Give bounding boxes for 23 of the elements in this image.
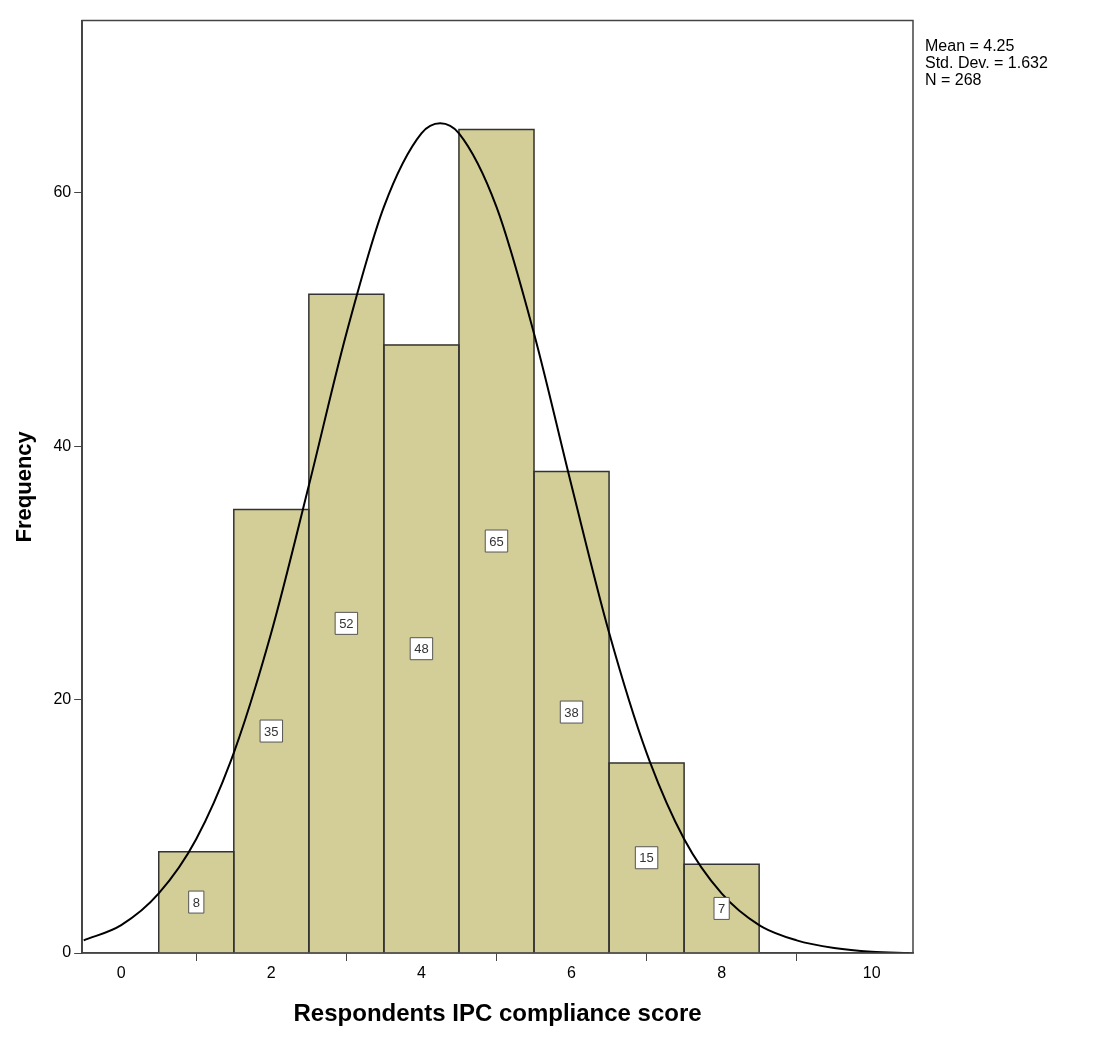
data-label: 35 — [264, 723, 279, 739]
y-tick-label: 20 — [53, 690, 72, 708]
x-tick-label: 8 — [717, 964, 727, 982]
x-tick-label: 10 — [862, 964, 881, 982]
data-label: 48 — [414, 641, 429, 657]
text: Mean = 4.25 — [925, 37, 1015, 55]
x-tick-label: 6 — [567, 964, 577, 982]
data-label: 15 — [639, 850, 654, 866]
y-tick-label: 0 — [62, 943, 72, 961]
data-label: 38 — [564, 704, 579, 720]
data-label: 65 — [489, 533, 504, 549]
data-label: 8 — [192, 894, 200, 910]
y-tick-label: 40 — [53, 436, 72, 454]
x-tick-label: 4 — [416, 964, 426, 982]
text: N = 268 — [925, 71, 982, 89]
data-label: 7 — [718, 900, 726, 916]
x-axis-title: Respondents IPC compliance score — [293, 999, 702, 1027]
text: Std. Dev. = 1.632 — [925, 54, 1048, 72]
y-axis-title: Frequency — [11, 430, 37, 543]
data-label: 52 — [339, 615, 354, 631]
x-tick-label: 0 — [116, 964, 126, 982]
y-tick-label: 60 — [53, 183, 72, 201]
x-tick-label: 2 — [266, 964, 276, 982]
